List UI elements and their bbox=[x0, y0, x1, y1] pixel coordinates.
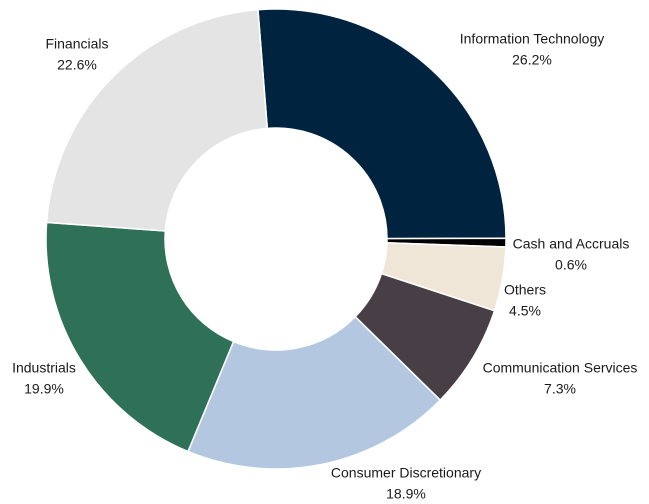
segment-label: Communication Services bbox=[483, 360, 638, 376]
segment-label: Others bbox=[504, 282, 546, 298]
segment-value-label: 19.9% bbox=[24, 381, 64, 397]
segment-value-label: 26.2% bbox=[512, 52, 552, 68]
segment-label: Cash and Accruals bbox=[513, 236, 630, 252]
donut-segment bbox=[45, 221, 235, 453]
donut-segment bbox=[187, 315, 442, 470]
segment-label: Industrials bbox=[12, 360, 76, 376]
segment-value-label: 18.9% bbox=[386, 486, 426, 502]
segment-value-label: 4.5% bbox=[509, 303, 541, 319]
segment-value-label: 22.6% bbox=[57, 57, 97, 73]
segment-label: Information Technology bbox=[460, 31, 605, 47]
segment-label: Consumer Discretionary bbox=[331, 465, 481, 481]
segment-label: Financials bbox=[45, 36, 108, 52]
segment-value-label: 7.3% bbox=[544, 381, 576, 397]
donut-segment bbox=[45, 8, 269, 232]
donut-segment bbox=[257, 8, 507, 240]
segment-value-label: 0.6% bbox=[555, 257, 587, 273]
